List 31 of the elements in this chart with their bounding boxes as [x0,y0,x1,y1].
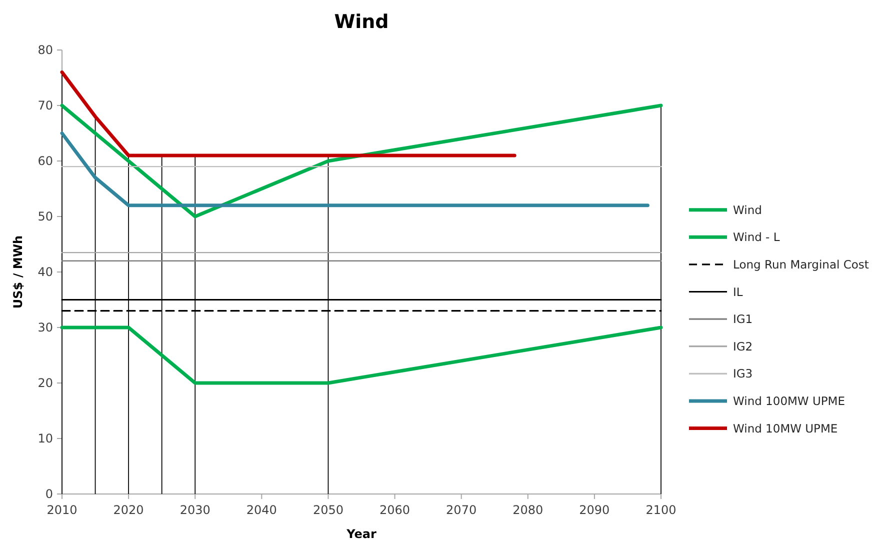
legend-label: IG2 [733,339,753,354]
x-tick-label: 2070 [446,503,477,517]
y-tick-label: 60 [38,154,53,168]
x-tick-label: 2100 [646,503,676,517]
x-axis-title: Year [346,527,376,541]
y-tick-label: 10 [38,432,53,446]
legend-label: IG1 [733,312,753,326]
legend-label: Wind 100MW UPME [733,394,845,408]
chart-title: Wind [334,11,389,33]
x-tick-label: 2020 [113,503,144,517]
x-tick-label: 2030 [180,503,210,517]
legend-label: Wind [733,202,762,217]
x-tick-label: 2060 [380,503,410,517]
x-tick-label: 2090 [579,503,610,517]
y-tick-label: 40 [38,265,53,280]
y-tick-label: 0 [45,487,53,502]
y-axis-title: US$ / MWh [11,235,25,309]
x-tick-label: 2080 [512,503,544,517]
y-tick-label: 20 [38,376,53,390]
legend-label: IG3 [733,366,753,381]
legend-label: Wind - L [733,230,780,244]
legend-label: IL [733,284,744,299]
legend-label: Long Run Marginal Cost [733,257,870,272]
legend-label: Wind 10MW UPME [733,421,838,436]
y-tick-label: 80 [38,43,53,58]
y-tick-label: 50 [38,210,53,224]
y-tick-label: 30 [38,320,53,335]
x-tick-label: 2050 [312,503,344,517]
x-tick-label: 2040 [246,503,277,517]
y-tick-label: 70 [38,98,53,113]
x-tick-label: 2010 [46,503,78,517]
